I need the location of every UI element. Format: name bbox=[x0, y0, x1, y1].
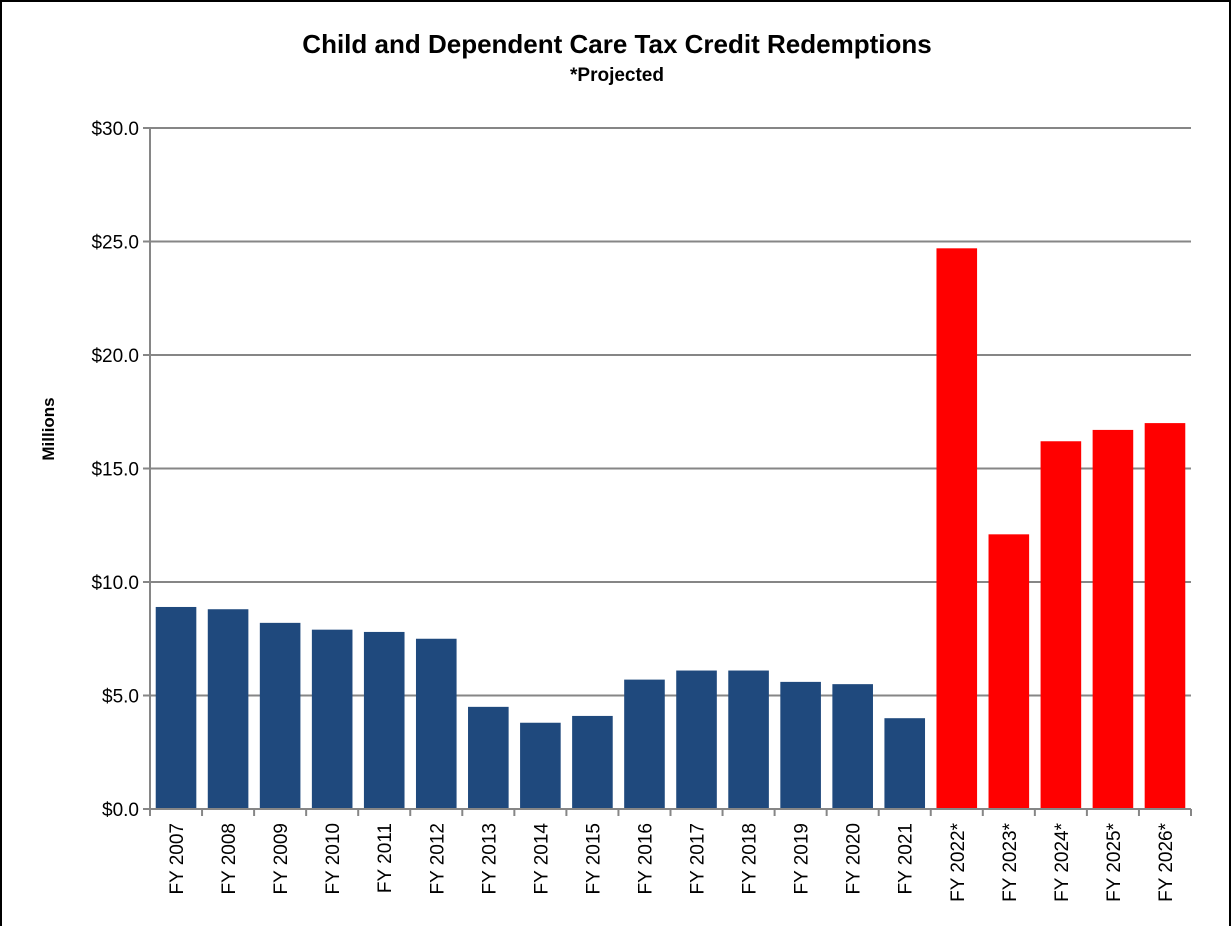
x-tick-label: FY 2026* bbox=[1156, 822, 1177, 901]
bar bbox=[884, 718, 926, 809]
y-tick-label: $15.0 bbox=[91, 460, 139, 481]
gridlines bbox=[150, 127, 1191, 697]
x-tick-labels: FY 2007 FY 2008 FY 2009 FY 2010 FY 2011 FY 20… bbox=[167, 822, 1177, 901]
bar bbox=[676, 670, 717, 809]
bars bbox=[155, 248, 1186, 809]
x-tick-label: FY 2014 bbox=[531, 823, 552, 895]
y-axis-label: Millions bbox=[39, 397, 58, 460]
bar bbox=[207, 609, 249, 809]
x-tick-label: FY 2016 bbox=[635, 823, 656, 894]
x-tick-label: FY 2015 bbox=[583, 823, 604, 894]
x-tick-label: FY 2022* bbox=[948, 822, 969, 901]
bar bbox=[832, 684, 873, 809]
x-tick-label: FY 2021 bbox=[896, 823, 917, 894]
bar bbox=[1040, 441, 1082, 809]
chart-title: Child and Dependent Care Tax Credit Rede… bbox=[302, 29, 931, 59]
bar bbox=[520, 722, 561, 809]
x-tick-label: FY 2013 bbox=[479, 823, 500, 894]
bar bbox=[936, 248, 978, 809]
y-tick-label: $0.0 bbox=[102, 800, 139, 821]
x-tick-label: FY 2012 bbox=[427, 823, 448, 894]
chart-subtitle: *Projected bbox=[570, 65, 664, 86]
bar bbox=[624, 679, 665, 809]
x-tick-label: FY 2023* bbox=[1000, 822, 1021, 901]
bar bbox=[780, 681, 821, 809]
y-tick-label: $5.0 bbox=[102, 687, 139, 708]
y-tick-label: $25.0 bbox=[91, 233, 139, 254]
x-tick-label: FY 2024* bbox=[1052, 822, 1073, 901]
bar bbox=[988, 534, 1030, 809]
x-tick-label: FY 2007 bbox=[167, 823, 188, 894]
y-tick-label: $30.0 bbox=[91, 119, 139, 140]
x-tick-label: FY 2020 bbox=[844, 823, 865, 894]
x-tick-label: FY 2017 bbox=[688, 823, 709, 894]
y-tick-label: $10.0 bbox=[91, 573, 139, 594]
bar bbox=[1092, 429, 1134, 809]
x-tick-label: FY 2019 bbox=[792, 823, 813, 894]
axes bbox=[143, 127, 1192, 816]
x-tick-label: FY 2011 bbox=[375, 823, 396, 893]
bar bbox=[363, 631, 405, 809]
x-tick-label: FY 2009 bbox=[271, 823, 292, 894]
x-tick-label: FY 2025* bbox=[1104, 822, 1125, 901]
bar bbox=[572, 715, 613, 809]
bar bbox=[311, 629, 353, 809]
x-tick-label: FY 2018 bbox=[740, 823, 761, 894]
bar bbox=[1144, 423, 1186, 809]
bar bbox=[468, 706, 509, 809]
bar bbox=[728, 670, 769, 809]
bar bbox=[259, 622, 301, 809]
y-tick-labels: $0.0 $5.0 $10.0 $15.0 $20.0 $25.0 $30.0 bbox=[91, 119, 139, 821]
x-tick-label: FY 2008 bbox=[219, 823, 240, 894]
y-tick-label: $20.0 bbox=[91, 346, 139, 367]
bar bbox=[415, 638, 457, 809]
bar bbox=[155, 606, 197, 809]
x-tick-label: FY 2010 bbox=[323, 823, 344, 894]
